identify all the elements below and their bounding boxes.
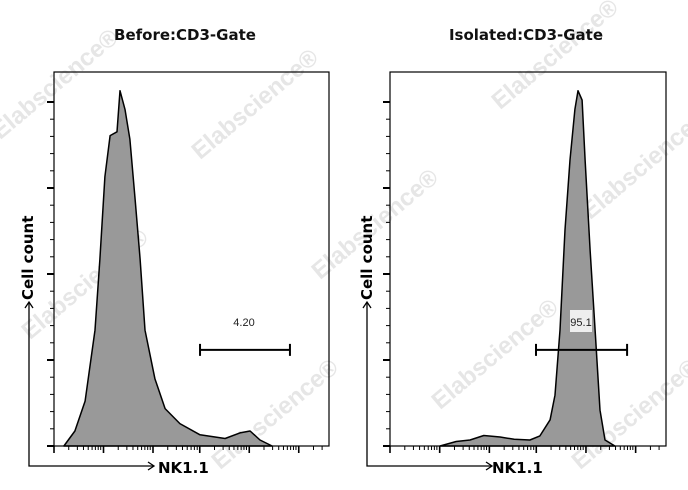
arrow-right-icon [147,461,156,471]
watermark: Elabscience® [187,43,324,164]
panel-2-axis-arrows [366,303,491,467]
panel-2-title: Isolated:CD3-Gate [449,26,603,44]
watermark: Elabscience® [427,293,564,414]
panel-1 [24,71,330,471]
panel-1-axis-arrows [28,303,153,467]
watermark: Elabscience® [487,0,624,115]
panel-2 [362,71,667,471]
arrow-up-icon [24,300,34,309]
arrow-up-icon [362,300,372,309]
arrow-right-icon [485,461,494,471]
panel-2-gate-label-box [570,310,592,332]
watermark: Elabscience® [577,103,688,224]
watermark: Elabscience® [207,353,344,474]
panel-2-ylabel: Cell count [358,216,376,300]
panel-1-gate-label: 4.20 [233,317,254,329]
panel-1-ylabel: Cell count [19,216,37,300]
panel-2-xlabel: NK1.1 [492,459,543,477]
panel-2-gate-label: 95.1 [570,317,591,329]
panel-1-histogram [63,89,273,447]
watermark: Elabscience® [0,23,124,144]
panel-1-xlabel: NK1.1 [158,459,209,477]
panel-1-title: Before:CD3-Gate [114,26,256,44]
panel-2-histogram [439,89,616,447]
